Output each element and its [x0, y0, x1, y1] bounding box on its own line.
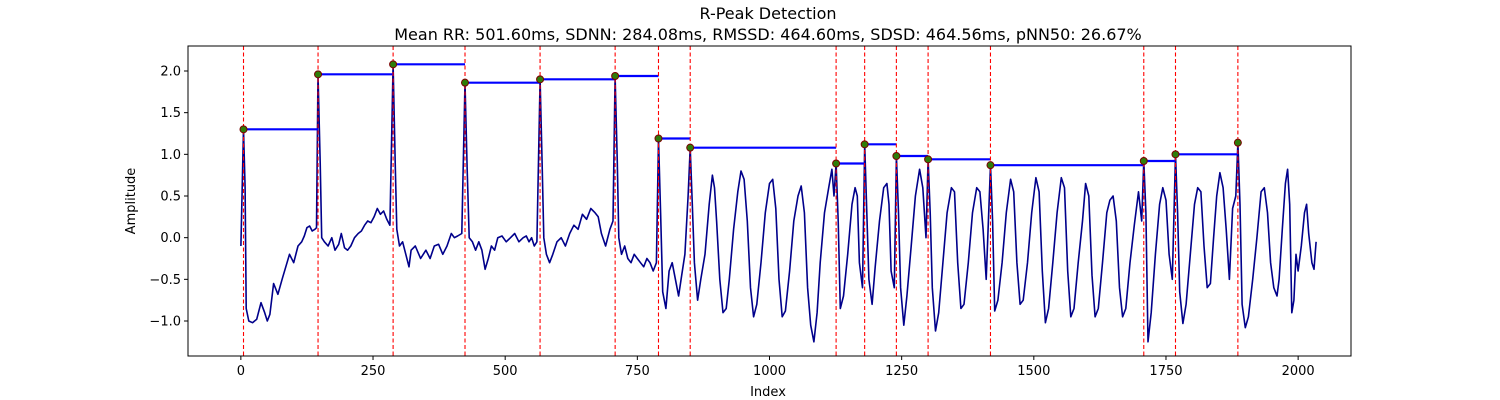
x-tick-label: 1750 — [1149, 364, 1182, 379]
r-peak-point — [832, 159, 841, 168]
y-tick-label: −1.0 — [149, 315, 181, 330]
y-tick-label: 1.0 — [160, 148, 181, 163]
r-peak-point — [314, 70, 323, 79]
y-tick-label: −0.5 — [149, 273, 181, 288]
r-peak-point — [686, 143, 695, 152]
plot-area — [239, 46, 1317, 356]
x-tick-label: 0 — [237, 364, 245, 379]
r-peak-point — [1233, 138, 1242, 147]
chart-subtitle: Mean RR: 501.60ms, SDNN: 284.08ms, RMSSD… — [394, 25, 1142, 44]
r-peak-point — [611, 72, 620, 80]
y-tick-label: 0.5 — [160, 190, 181, 205]
ecg-signal-line — [240, 63, 1317, 343]
x-tick-label: 2000 — [1282, 364, 1315, 379]
x-tick-label: 250 — [361, 364, 386, 379]
y-tick-label: 0.0 — [160, 231, 181, 246]
x-tick-label: 1000 — [753, 364, 786, 379]
r-peak-point — [1171, 150, 1180, 159]
y-tick-label: 2.0 — [160, 65, 181, 80]
r-peak-point — [389, 60, 398, 69]
x-tick-label: 500 — [493, 364, 518, 379]
x-axis-label: Index — [750, 385, 786, 400]
y-axis: −1.0 −0.5 0.0 0.5 1.0 1.5 2.0 — [149, 65, 188, 330]
y-tick-label: 1.5 — [160, 106, 181, 121]
y-axis-label: Amplitude — [124, 168, 139, 235]
r-peak-point — [536, 75, 545, 84]
x-tick-label: 1250 — [885, 364, 918, 379]
x-axis: 0 250 500 750 1000 1250 1500 1750 2000 — [237, 356, 1315, 379]
r-peak-point — [1139, 157, 1148, 165]
r-peak-point — [860, 140, 869, 149]
chart-title: R-Peak Detection — [699, 4, 836, 23]
r-peak-point — [924, 155, 933, 164]
r-peak-point — [239, 125, 248, 134]
x-tick-label: 1500 — [1017, 364, 1050, 379]
r-peak-point — [654, 134, 663, 143]
r-peak-point — [461, 78, 470, 87]
x-tick-label: 750 — [625, 364, 650, 379]
r-peak-point — [986, 161, 995, 170]
r-peak-point — [892, 152, 901, 160]
